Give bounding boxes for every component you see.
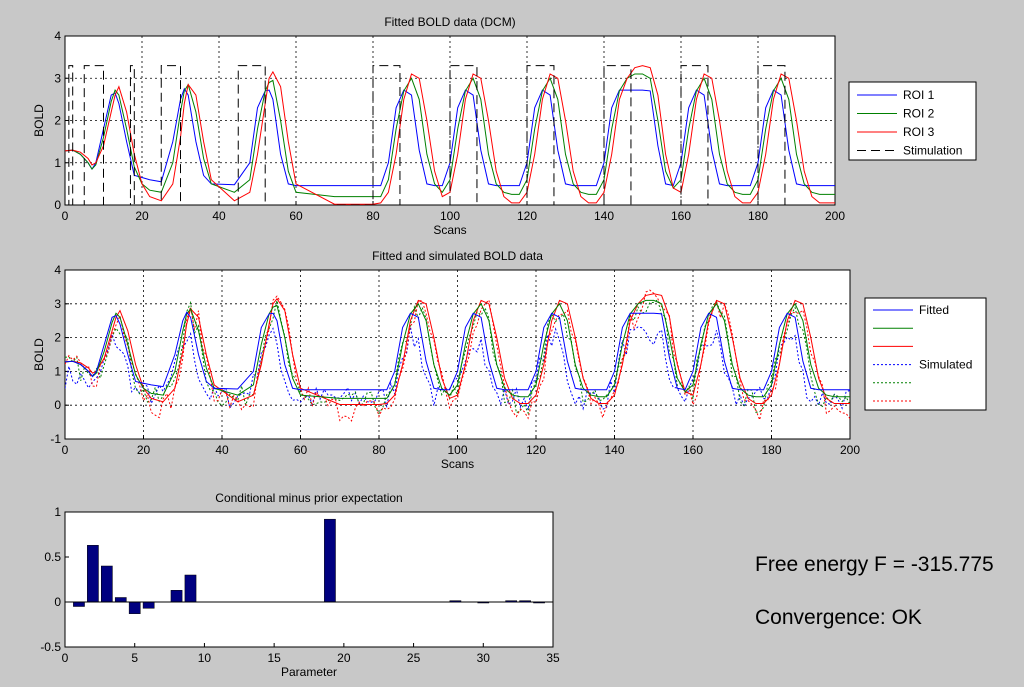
series-line-roi-3 — [65, 65, 835, 205]
legend-label: Simulated — [919, 358, 972, 372]
y-tick-label: 1 — [54, 364, 61, 378]
legend: Fitted Simulated — [864, 297, 987, 411]
bar — [142, 601, 155, 609]
chart-title: Fitted BOLD data (DCM) — [384, 15, 515, 29]
bar — [184, 574, 197, 603]
axes-frame — [64, 511, 554, 648]
fitted-simulated-bold-chart: 0 20 40 60 80 100 120 140 160 180 200-101234Fitted… — [32, 249, 987, 471]
series-line-roi-1 — [65, 87, 835, 187]
fitted-bold-chart: 0 20 40 60 80 100 120 140 160 180 200 0 1 2 3 4 Fitted B… — [32, 15, 977, 237]
series-group — [65, 289, 850, 422]
fitted-line — [65, 293, 850, 405]
x-tick-label: 80 — [366, 209, 380, 223]
x-axis-label: Parameter — [281, 665, 337, 679]
free-energy-readout: Free energy F = -315.775 — [755, 553, 994, 576]
x-tick-label: 100 — [447, 443, 467, 457]
fitted-line — [65, 311, 850, 391]
legend: ROI 1 ROI 2 ROI 3 Stimulation — [848, 81, 977, 161]
x-tick-label: 40 — [212, 209, 226, 223]
y-tick-label: 1 — [54, 156, 61, 170]
x-tick-label: 5 — [131, 651, 138, 665]
legend-box — [864, 297, 987, 411]
legend-label: Fitted — [919, 303, 949, 317]
x-tick-label: 160 — [683, 443, 703, 457]
x-tick-label: 20 — [137, 443, 151, 457]
x-tick-label: 140 — [604, 443, 624, 457]
x-tick-label: 0 — [62, 651, 69, 665]
bar — [73, 601, 85, 607]
series-line-roi-2 — [65, 73, 835, 198]
x-tick-label: 0 — [62, 443, 69, 457]
fitted-line — [65, 299, 850, 399]
x-tick-label: 180 — [761, 443, 781, 457]
bar — [170, 590, 183, 603]
x-tick-label: 180 — [748, 209, 768, 223]
y-tick-label: 1 — [54, 505, 61, 519]
x-tick-label: 120 — [517, 209, 537, 223]
x-tick-label: 40 — [215, 443, 229, 457]
y-tick-label: 3 — [54, 71, 61, 85]
chart-title: Fitted and simulated BOLD data — [372, 249, 543, 263]
x-tick-label: 10 — [198, 651, 212, 665]
x-tick-label: 100 — [440, 209, 460, 223]
x-tick-label: 25 — [407, 651, 421, 665]
legend-label: ROI 1 — [903, 88, 935, 102]
y-tick-label: 0.5 — [44, 550, 61, 564]
legend-label: ROI 3 — [903, 125, 935, 139]
x-tick-label: 30 — [477, 651, 491, 665]
y-axis-label: BOLD — [32, 104, 46, 137]
y-axis-label: BOLD — [32, 338, 46, 371]
y-tick-label: 2 — [54, 114, 61, 128]
legend-label: ROI 2 — [903, 107, 935, 121]
bar — [114, 597, 127, 603]
x-tick-label: 140 — [594, 209, 614, 223]
series-line-stimulation — [65, 65, 835, 205]
y-tick-label: -1 — [50, 432, 61, 446]
x-tick-label: 60 — [294, 443, 308, 457]
chart-title: Conditional minus prior expectation — [215, 491, 402, 505]
y-tick-label: 0 — [54, 398, 61, 412]
convergence-status: Convergence: OK — [755, 606, 922, 629]
x-tick-label: 60 — [289, 209, 303, 223]
x-axis-label: Scans — [441, 457, 474, 471]
x-tick-label: 0 — [62, 209, 69, 223]
bar — [87, 545, 99, 603]
bar — [324, 518, 336, 603]
y-tick-label: 4 — [54, 263, 61, 277]
x-tick-label: 35 — [546, 651, 560, 665]
bar — [128, 601, 141, 614]
x-tick-label: 200 — [840, 443, 860, 457]
y-tick-label: 0 — [54, 198, 61, 212]
y-tick-label: 0 — [54, 595, 61, 609]
x-tick-label: 80 — [372, 443, 386, 457]
x-tick-label: 200 — [825, 209, 845, 223]
plot-area — [65, 512, 553, 647]
y-tick-label: 2 — [54, 331, 61, 345]
x-tick-label: 20 — [337, 651, 351, 665]
x-tick-label: 160 — [671, 209, 691, 223]
y-tick-label: 4 — [54, 29, 61, 43]
simulated-line — [65, 326, 850, 411]
bar — [101, 565, 113, 603]
x-tick-label: 15 — [267, 651, 281, 665]
x-tick-label: 20 — [135, 209, 149, 223]
series-group — [65, 65, 835, 205]
y-tick-label: -0.5 — [40, 640, 61, 654]
x-axis-label: Scans — [433, 223, 466, 237]
x-tick-label: 120 — [526, 443, 546, 457]
legend-label: Stimulation — [903, 144, 962, 158]
y-tick-label: 3 — [54, 297, 61, 311]
